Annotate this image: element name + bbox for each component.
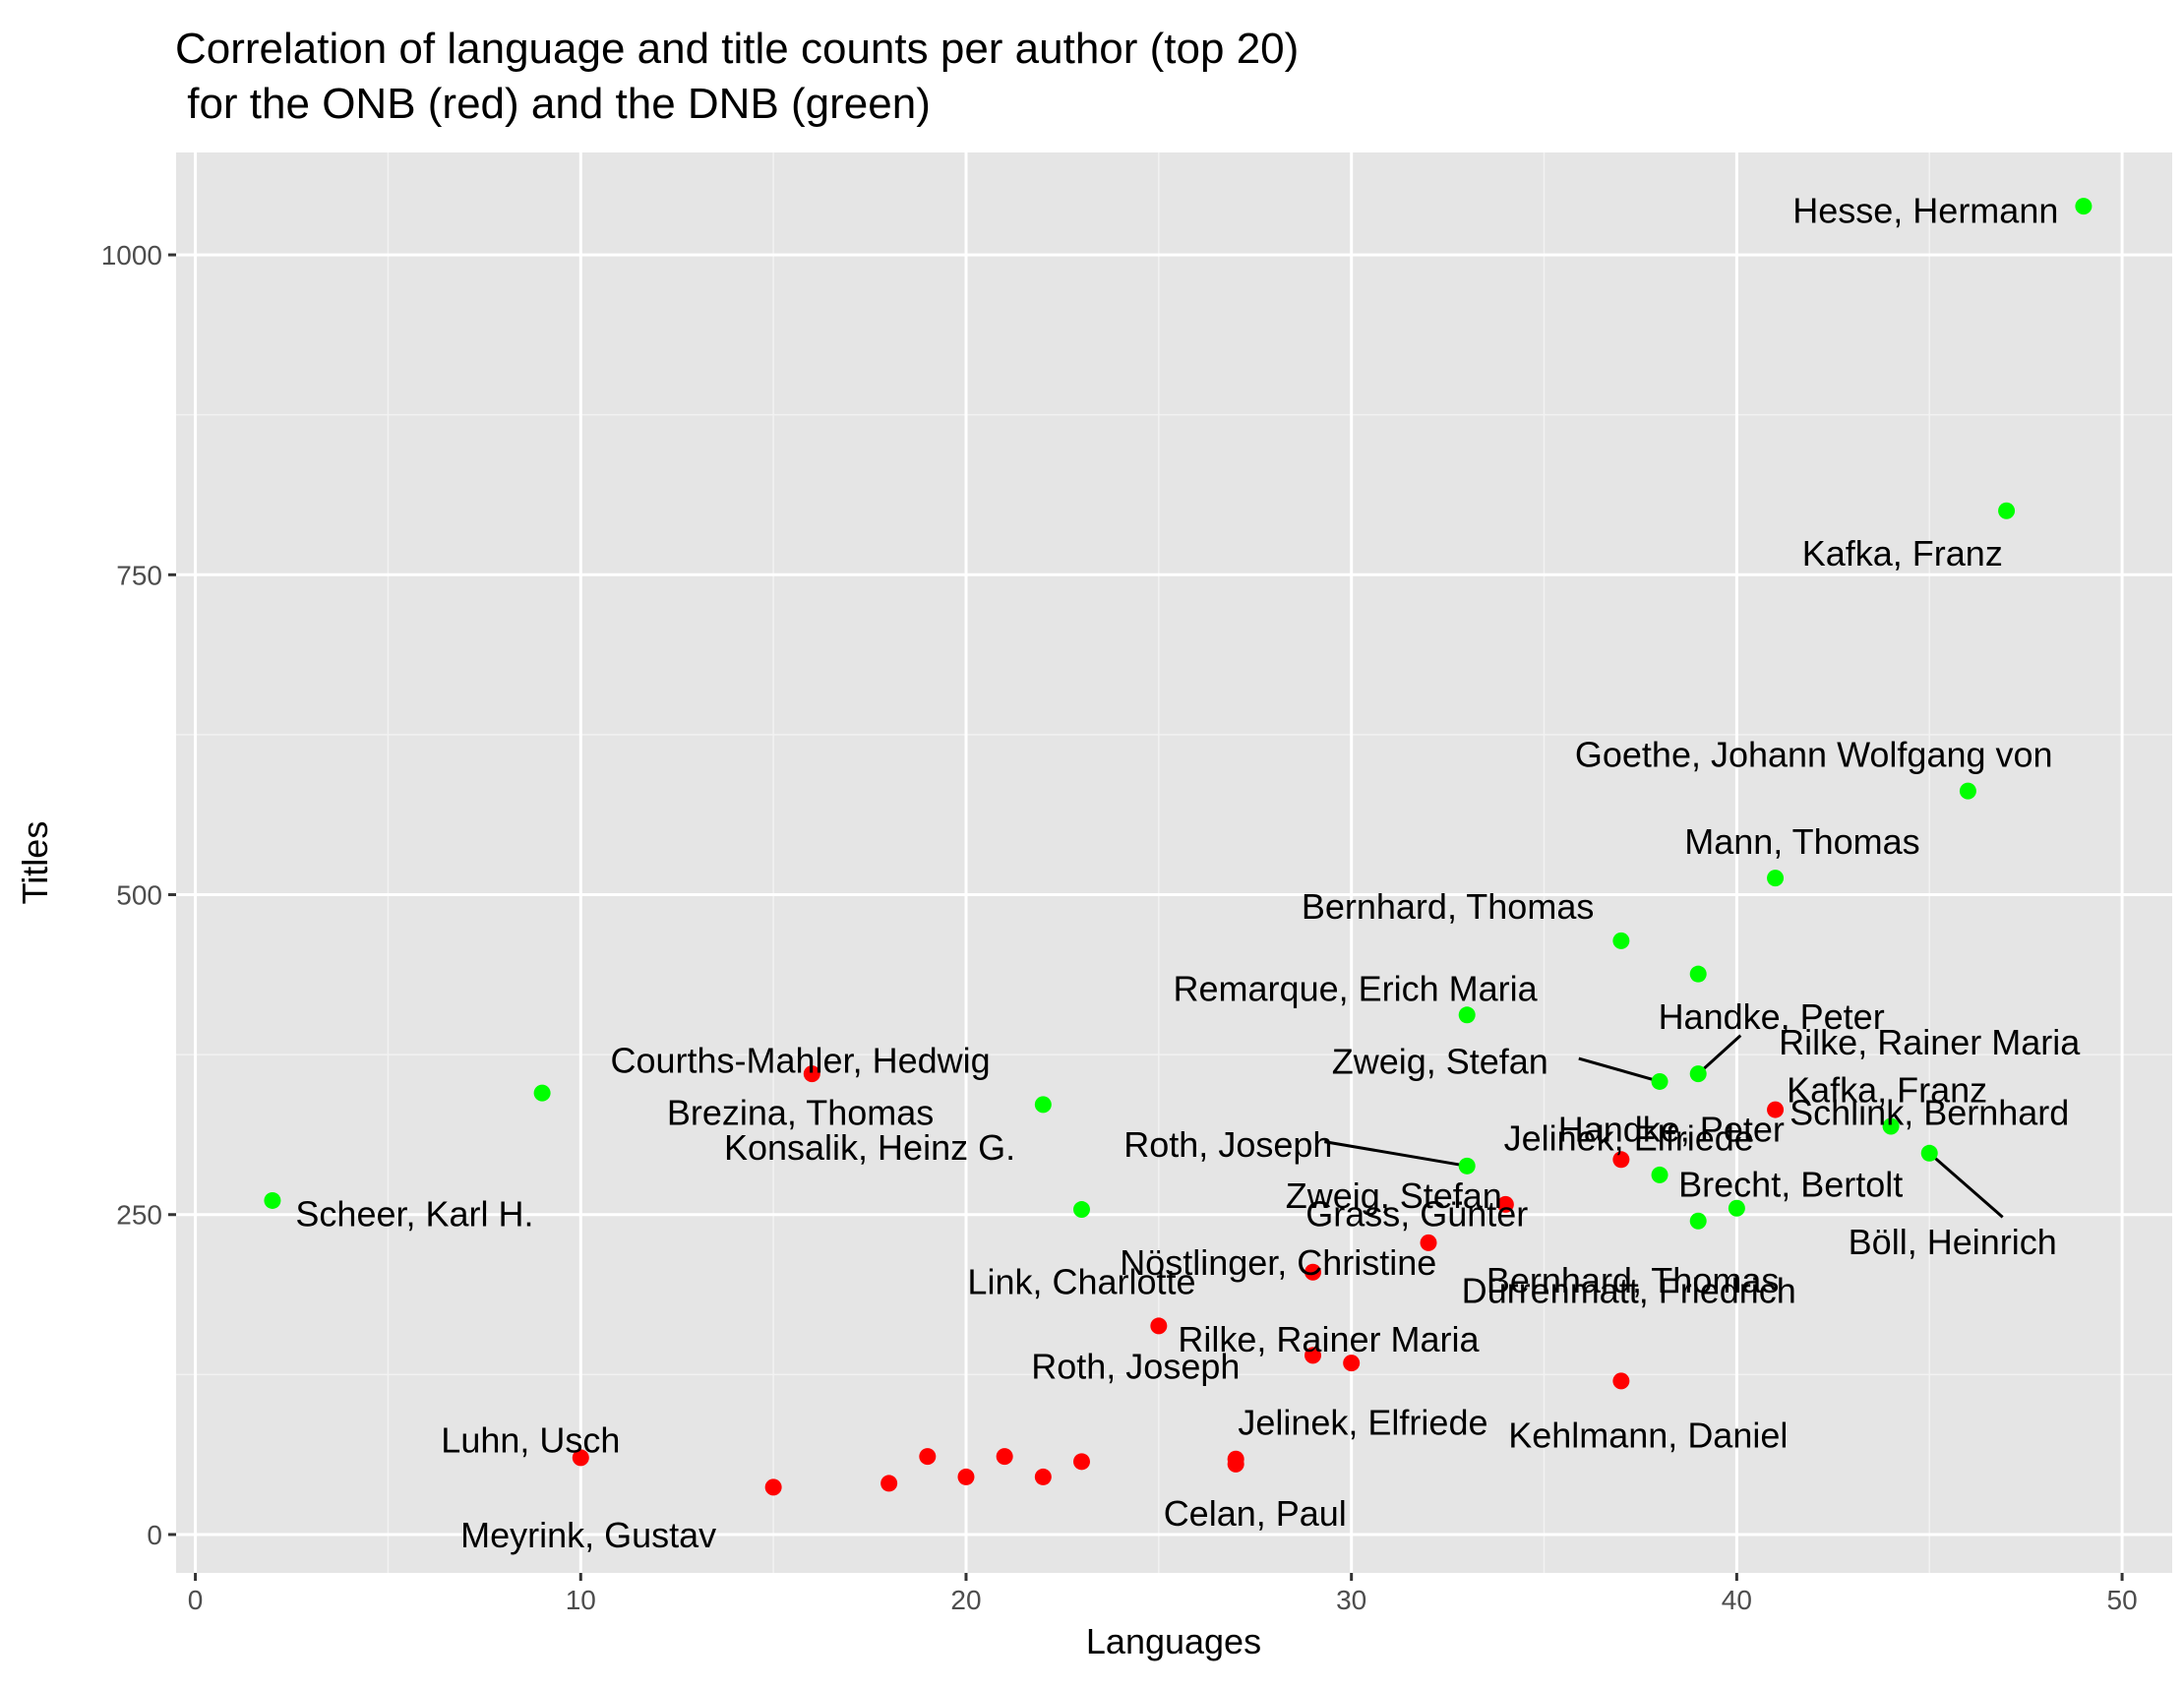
point-labels: Hesse, Hermann Kafka, Franz Goethe, Johann…: [295, 191, 2081, 1555]
y-tick-label: 250: [116, 1200, 162, 1231]
data-point-onb: [1072, 1453, 1090, 1471]
point-label: Celan, Paul: [1164, 1493, 1347, 1534]
data-point-onb: [1420, 1234, 1437, 1251]
plot-panel: [176, 152, 2172, 1573]
point-label: Luhn, Usch: [441, 1420, 620, 1461]
data-point-dnb: [533, 1084, 551, 1102]
data-point-onb: [1767, 1101, 1785, 1118]
point-label: Link, Charlotte: [967, 1261, 1195, 1301]
data-points: [264, 198, 2093, 1496]
data-point-onb: [1612, 1151, 1630, 1169]
minor-gridlines: [176, 152, 2172, 1573]
point-label: Brecht, Bertolt: [1678, 1165, 1903, 1205]
data-point-dnb: [1728, 1199, 1745, 1217]
point-label: Handke, Peter: [1659, 996, 1885, 1037]
point-label: Zweig, Stefan: [1286, 1176, 1502, 1216]
point-label: Handke, Peter: [1558, 1110, 1785, 1150]
point-label: Konsalik, Heinz G.: [724, 1127, 1015, 1168]
x-axis-title: Languages: [1086, 1621, 1261, 1661]
data-point-dnb: [1651, 1166, 1668, 1183]
x-tick-label: 20: [950, 1585, 981, 1615]
data-point-dnb: [1689, 965, 1707, 983]
point-label: Jelinek, Elfriede: [1504, 1118, 1754, 1159]
data-point-dnb: [1882, 1117, 1900, 1135]
x-tick-label: 30: [1336, 1585, 1366, 1615]
data-point-onb: [919, 1448, 937, 1466]
chart-title-line-1: Correlation of language and title counts…: [175, 25, 1299, 73]
point-label: Bernhard, Thomas: [1486, 1260, 1780, 1300]
label-leader-line: [1324, 1140, 1468, 1168]
point-label: Zweig, Stefan: [1332, 1042, 1548, 1082]
y-tick-label: 1000: [101, 240, 162, 271]
data-point-onb: [803, 1065, 820, 1083]
y-tick-label: 750: [116, 560, 162, 590]
data-point-dnb: [1689, 1065, 1707, 1083]
data-point-dnb: [1458, 1006, 1476, 1024]
point-label: Grass, Günter: [1305, 1193, 1528, 1234]
data-point-onb: [1496, 1195, 1514, 1213]
data-point-onb: [1034, 1468, 1052, 1485]
data-point-dnb: [1689, 1212, 1707, 1230]
label-leader-line: [1578, 1056, 1661, 1083]
data-point-onb: [1612, 1372, 1630, 1390]
point-label: Roth, Joseph: [1123, 1124, 1332, 1165]
point-label: Kafka, Franz: [1787, 1069, 1987, 1110]
data-point-dnb: [1034, 1096, 1052, 1114]
point-label: Goethe, Johann Wolfgang von: [1575, 734, 2053, 774]
y-axis-title: Titles: [15, 821, 55, 905]
point-label: Bernhard, Thomas: [1302, 886, 1595, 927]
point-label: Hesse, Hermann: [1792, 191, 2058, 231]
data-point-onb: [1227, 1455, 1244, 1473]
data-point-onb: [996, 1448, 1013, 1466]
data-point-onb: [1304, 1347, 1322, 1364]
axis-ticks: [168, 253, 2124, 1581]
point-label: Brezina, Thomas: [667, 1093, 934, 1133]
point-label: Böll, Heinrich: [1849, 1222, 2057, 1262]
point-label: Mann, Thomas: [1684, 821, 1919, 862]
data-point-onb: [572, 1449, 589, 1467]
point-label: Courths-Mahler, Hedwig: [610, 1040, 990, 1080]
x-tick-label: 50: [2107, 1585, 2138, 1615]
point-label: Schlink, Bernhard: [1790, 1093, 2069, 1133]
point-label: Nöstlinger, Christine: [1120, 1242, 1436, 1283]
data-point-dnb: [1998, 502, 2016, 519]
data-point-onb: [880, 1475, 898, 1492]
x-tick-label: 0: [188, 1585, 204, 1615]
y-tick-label: 0: [147, 1520, 162, 1550]
data-point-dnb: [1458, 1157, 1476, 1175]
data-point-onb: [1343, 1355, 1361, 1372]
data-point-dnb: [1612, 932, 1630, 949]
point-label: Rilke, Rainer Maria: [1779, 1022, 2081, 1062]
y-tick-label: 500: [116, 880, 162, 911]
data-point-dnb: [1959, 782, 1976, 800]
data-point-dnb: [264, 1191, 281, 1209]
label-leader-lines: [1324, 1034, 2004, 1219]
x-tick-label: 40: [1722, 1585, 1752, 1615]
point-label: Kafka, Franz: [1802, 533, 2003, 573]
point-label: Jelinek, Elfriede: [1238, 1402, 1487, 1442]
data-point-onb: [764, 1478, 782, 1496]
point-label: Kehlmann, Daniel: [1508, 1416, 1788, 1456]
point-label: Rilke, Rainer Maria: [1178, 1319, 1480, 1359]
data-point-dnb: [2075, 198, 2093, 215]
data-point-onb: [1150, 1317, 1168, 1335]
point-label: Scheer, Karl H.: [295, 1193, 533, 1234]
data-point-dnb: [1920, 1144, 1938, 1162]
point-label: Roth, Joseph: [1031, 1346, 1240, 1386]
point-label: Dürrenmatt, Friedrich: [1462, 1271, 1796, 1311]
major-gridlines: [176, 152, 2172, 1573]
label-leader-line: [1697, 1034, 1742, 1075]
label-leader-line: [1928, 1152, 2004, 1219]
data-point-dnb: [1072, 1201, 1090, 1219]
data-point-onb: [1304, 1263, 1322, 1281]
data-point-onb: [957, 1468, 975, 1485]
point-label: Meyrink, Gustav: [460, 1515, 716, 1555]
chart-title-line-2: for the ONB (red) and the DNB (green): [175, 80, 931, 128]
data-point-dnb: [1651, 1072, 1668, 1090]
x-tick-label: 10: [566, 1585, 596, 1615]
data-point-dnb: [1767, 870, 1785, 887]
point-label: Remarque, Erich Maria: [1174, 968, 1539, 1008]
